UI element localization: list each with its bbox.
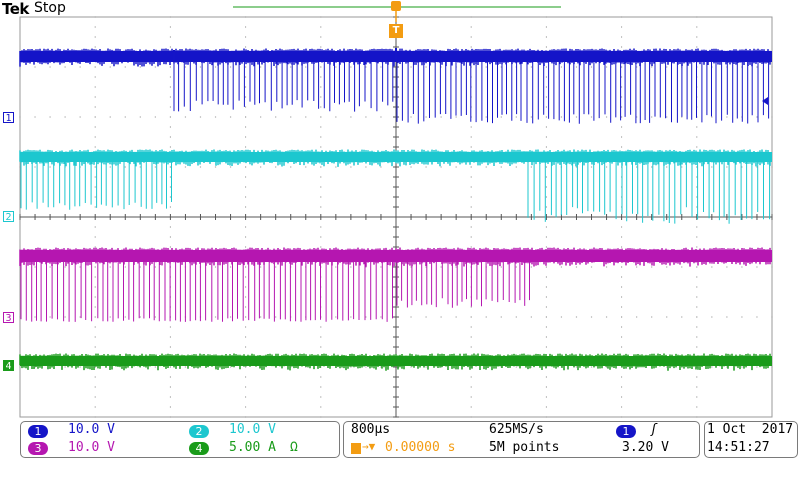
ch1-pulses-b xyxy=(396,62,770,124)
ch2-chip[interactable]: 2 xyxy=(189,425,209,438)
ch3-chip[interactable]: 3 xyxy=(28,442,48,455)
top-status-bar: Tek Stop xyxy=(0,0,800,18)
trigger-delay: 0.00000 s xyxy=(385,440,456,455)
record-length: 5M points xyxy=(489,440,560,455)
sample-rate: 625MS/s xyxy=(489,422,544,437)
ch1-scale: 10.0 V xyxy=(68,422,115,437)
ch1-trace-band-noise xyxy=(19,48,771,67)
waveform-traces xyxy=(19,48,772,371)
trigger-position-marker[interactable]: T xyxy=(389,24,403,38)
ch3-trace-band-noise xyxy=(19,247,771,267)
ch4-trace-band-noise xyxy=(19,353,771,371)
ch1-chip[interactable]: 1 xyxy=(28,425,48,438)
status-bar: 1 10.0 V 2 10.0 V 3 10.0 V 4 5.00 A Ω 80… xyxy=(20,421,798,459)
trigger-top-icon xyxy=(391,1,401,11)
ch3-scale: 10.0 V xyxy=(68,440,115,455)
ch1-edges xyxy=(173,48,397,62)
ch2-pulses-a xyxy=(20,162,172,210)
timebase-scale: 800µs xyxy=(351,422,391,437)
date-label: 1 Oct 2017 xyxy=(707,422,794,437)
run-state-label: Stop xyxy=(34,0,66,16)
ch3-pulses-a xyxy=(20,262,393,322)
timebase-panel[interactable]: 800µs 625MS/s →▼ 0.00000 s 5M points 1 ʃ… xyxy=(343,421,700,458)
trigger-level: 3.20 V xyxy=(622,440,669,455)
ch4-chip[interactable]: 4 xyxy=(189,442,209,455)
ch2-ground-marker[interactable]: 2 xyxy=(3,211,14,223)
delay-arrow-icon: →▼ xyxy=(362,440,376,453)
trigger-delay-icon xyxy=(351,443,361,454)
ch4-unit-symbol: Ω xyxy=(290,440,298,455)
ch4-scale: 5.00 A xyxy=(229,440,276,455)
ch2-pulses-b xyxy=(527,162,771,224)
datetime-panel: 1 Oct 2017 14:51:27 xyxy=(704,421,798,458)
waveform-display xyxy=(19,5,773,418)
brand-logo: Tek xyxy=(2,0,29,18)
trigger-source-chip[interactable]: 1 xyxy=(616,425,636,438)
time-label: 14:51:27 xyxy=(707,440,770,455)
ch3-pulses-b xyxy=(396,262,530,308)
ch2-trace-band-noise xyxy=(19,149,771,167)
trigger-level-arrow-icon xyxy=(762,97,768,105)
ch1-pulses-a xyxy=(173,62,394,112)
channel-settings-panel[interactable]: 1 10.0 V 2 10.0 V 3 10.0 V 4 5.00 A Ω xyxy=(20,421,340,458)
ch2-scale: 10.0 V xyxy=(229,422,276,437)
ch3-ground-marker[interactable]: 3 xyxy=(3,312,14,324)
trigger-slope: ʃ xyxy=(650,422,658,437)
ch1-ground-marker[interactable]: 1 xyxy=(3,112,14,124)
ch4-ground-marker[interactable]: 4 xyxy=(3,360,14,372)
